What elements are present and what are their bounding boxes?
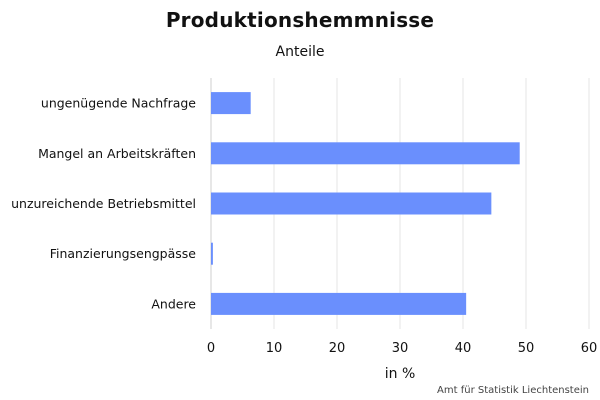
source-note: Amt für Statistik Liechtenstein xyxy=(437,385,589,396)
chart-subtitle: Anteile xyxy=(275,44,325,60)
x-axis-title: in % xyxy=(385,366,416,382)
bar-1 xyxy=(211,142,520,165)
x-tick-label-0: 0 xyxy=(207,341,215,356)
x-tick-label-10: 10 xyxy=(266,341,283,356)
category-label-2: unzureichende Betriebsmittel xyxy=(11,196,196,211)
bar-2 xyxy=(211,192,492,215)
chart-title: Produktionshemmnisse xyxy=(165,8,435,32)
category-label-1: Mangel an Arbeitskräften xyxy=(38,146,196,161)
x-tick-label-40: 40 xyxy=(455,341,472,356)
x-tick-label-20: 20 xyxy=(329,341,346,356)
bar-0 xyxy=(211,92,251,115)
x-tick-label-60: 60 xyxy=(581,341,598,356)
bar-4 xyxy=(211,292,467,315)
bar-3 xyxy=(211,242,213,265)
category-label-3: Finanzierungsengpässe xyxy=(50,246,197,261)
x-tick-label-30: 30 xyxy=(392,341,409,356)
category-label-4: Andere xyxy=(151,296,196,311)
category-label-0: ungenügende Nachfrage xyxy=(41,96,196,111)
x-tick-label-50: 50 xyxy=(518,341,535,356)
